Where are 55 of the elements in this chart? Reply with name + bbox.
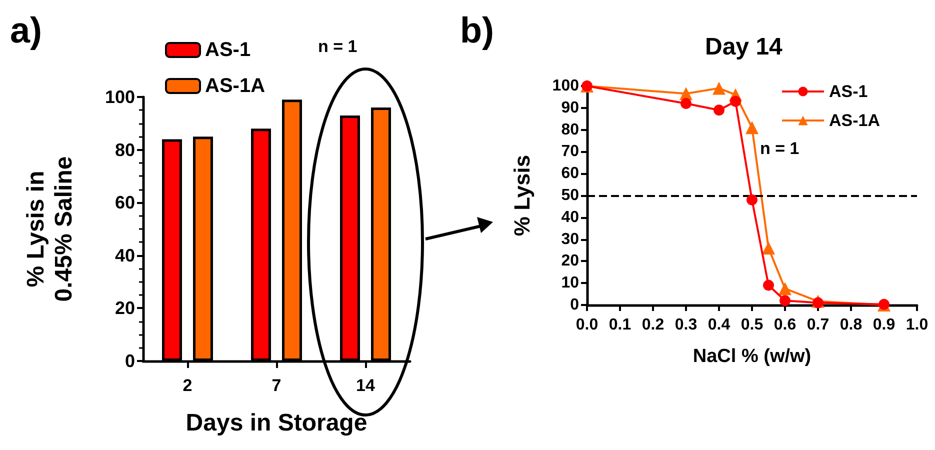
point xyxy=(778,282,792,296)
x-tick-label: 0.5 xyxy=(740,316,764,334)
point xyxy=(714,104,724,116)
y-tick-label: 100 xyxy=(552,78,580,94)
y-tick-label: 30 xyxy=(561,230,580,248)
y-tick-label: 90 xyxy=(561,99,580,116)
x-tick-label: 0.8 xyxy=(840,316,862,334)
point xyxy=(762,242,775,255)
text: a) xyxy=(10,10,42,50)
y-tick-label: 50 xyxy=(561,187,580,204)
x-tick-label: 0.3 xyxy=(674,316,698,334)
point xyxy=(746,121,758,134)
annotation: n = 1 xyxy=(760,139,800,158)
point xyxy=(746,194,758,206)
point xyxy=(680,98,692,110)
y-tick-label: 10 xyxy=(561,274,580,292)
y-tick-label: 70 xyxy=(561,143,580,160)
y-tick-label: 40 xyxy=(114,245,135,266)
y-axis-title: % Lysis xyxy=(510,154,534,236)
x-tick-label: 0.4 xyxy=(708,316,730,334)
point xyxy=(712,82,726,95)
x-tick-label: 14 xyxy=(356,376,376,395)
x-axis-title: Days in Storage xyxy=(186,410,368,436)
legend-label: AS-1A xyxy=(205,75,266,97)
y-tick-label: 20 xyxy=(114,298,135,318)
x-axis-title: NaCl % (w/w) xyxy=(692,346,812,367)
y-tick-label: 80 xyxy=(561,121,580,138)
text: b) xyxy=(460,10,494,50)
chart-title: Day 14 xyxy=(705,34,784,60)
y-tick-label: 20 xyxy=(561,252,580,270)
y-tick-label: 60 xyxy=(561,165,580,182)
point xyxy=(780,295,790,306)
y-tick-label: 40 xyxy=(561,208,580,226)
x-tick-label: 0.1 xyxy=(608,316,632,334)
y-axis-title: % Lysis in 0.45% Saline xyxy=(22,156,78,302)
y-tick-label: 0 xyxy=(124,351,135,371)
point xyxy=(812,297,824,308)
x-tick-label: 0.9 xyxy=(872,316,896,334)
x-tick-label: 0.6 xyxy=(774,316,796,334)
y-tick-label: 100 xyxy=(104,87,135,107)
y-tick-label: 0 xyxy=(570,296,580,314)
x-tick-label: 2 xyxy=(182,376,192,395)
x-tick-label: 0.2 xyxy=(642,316,664,334)
x-tick-label: 0.0 xyxy=(576,316,598,334)
x-tick-label: 0.7 xyxy=(806,316,830,334)
legend-label: AS-1 xyxy=(205,39,251,61)
y-tick-label: 80 xyxy=(114,140,135,160)
legend-label: AS-1 xyxy=(828,82,868,101)
y-tick-label: 60 xyxy=(114,192,135,213)
point xyxy=(763,280,774,291)
legend-label: AS-1A xyxy=(828,111,880,130)
x-tick-label: 7 xyxy=(272,376,282,395)
point xyxy=(730,96,741,107)
text: n = 1 xyxy=(318,37,358,56)
x-tick-label: 1.0 xyxy=(906,316,928,334)
